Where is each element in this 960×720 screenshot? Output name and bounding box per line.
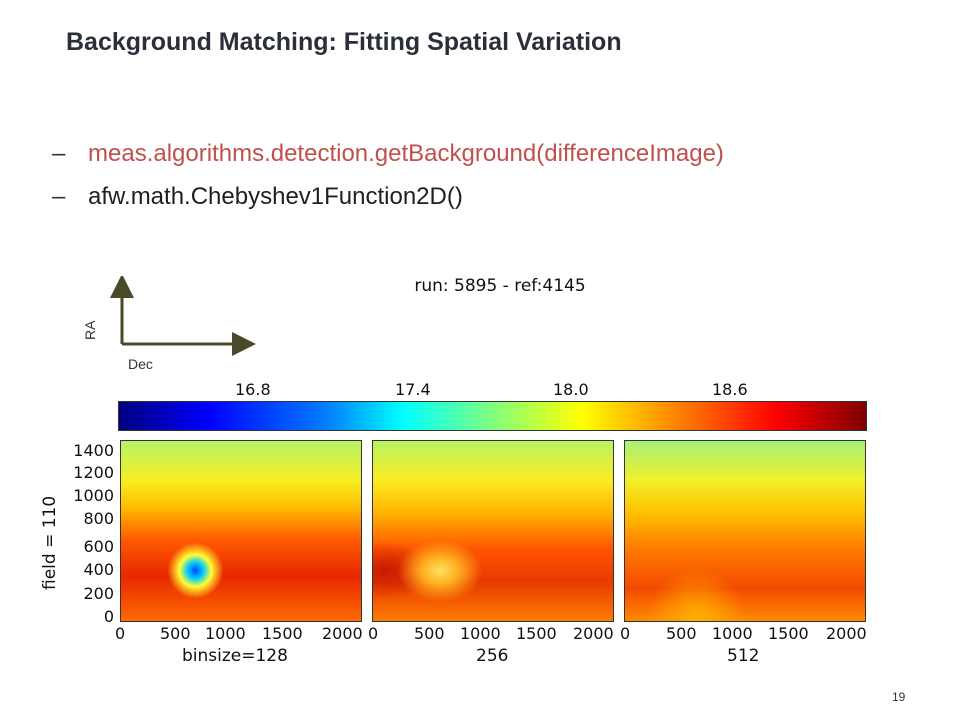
p1-x-tick-1500: 1500: [262, 624, 303, 643]
bullet-1-dash: –: [52, 140, 66, 167]
y-tick-400: 400: [83, 560, 114, 579]
colorbar-tick-2: 17.4: [395, 380, 431, 399]
panel-1-x-label: binsize=128: [182, 646, 288, 666]
slide-title: Background Matching: Fitting Spatial Var…: [66, 28, 622, 56]
p2-x-tick-1500: 1500: [516, 624, 557, 643]
bullet-1: – meas.algorithms.detection.getBackgroun…: [52, 140, 724, 168]
y-tick-1400: 1400: [73, 441, 114, 460]
axes-direction-arrows: [110, 276, 256, 356]
colorbar: [118, 401, 867, 431]
p2-x-tick-1000: 1000: [460, 624, 501, 643]
bullet-2: – afw.math.Chebyshev1Function2D(): [52, 183, 463, 211]
dec-label: Dec: [128, 356, 153, 372]
y-axis-label: field = 110: [40, 495, 60, 590]
bullet-2-dash: –: [52, 183, 66, 210]
y-tick-0: 0: [103, 607, 114, 626]
heatmap-panel-512: [624, 440, 866, 622]
p1-x-tick-2000: 2000: [322, 624, 363, 643]
y-tick-1200: 1200: [73, 463, 114, 482]
ra-label: RA: [82, 320, 98, 340]
y-tick-1000: 1000: [73, 486, 114, 505]
y-tick-800: 800: [83, 509, 114, 528]
p1-x-tick-500: 500: [160, 624, 191, 643]
p3-x-tick-500: 500: [666, 624, 697, 643]
p2-x-tick-500: 500: [414, 624, 445, 643]
p3-x-tick-0: 0: [620, 624, 631, 643]
y-tick-600: 600: [83, 537, 114, 556]
panel-2-x-label: 256: [476, 646, 509, 666]
colorbar-tick-4: 18.6: [712, 380, 748, 399]
colorbar-tick-1: 16.8: [235, 380, 271, 399]
bullet-2-text: afw.math.Chebyshev1Function2D(): [88, 183, 463, 210]
p2-x-tick-0: 0: [368, 624, 379, 643]
p3-x-tick-2000: 2000: [826, 624, 867, 643]
colorbar-tick-3: 18.0: [553, 380, 589, 399]
page-number: 19: [892, 690, 906, 704]
bullet-1-text: meas.algorithms.detection.getBackground(…: [88, 140, 724, 167]
figure-title: run: 5895 - ref:4145: [414, 276, 586, 296]
p1-x-tick-1000: 1000: [205, 624, 246, 643]
p1-x-tick-0: 0: [115, 624, 126, 643]
p3-x-tick-1500: 1500: [768, 624, 809, 643]
heatmap-panel-128: [120, 440, 362, 622]
p3-x-tick-1000: 1000: [712, 624, 753, 643]
y-tick-200: 200: [83, 584, 114, 603]
heatmap-panel-256: [372, 440, 614, 622]
p2-x-tick-2000: 2000: [573, 624, 614, 643]
panel-3-x-label: 512: [727, 646, 760, 666]
